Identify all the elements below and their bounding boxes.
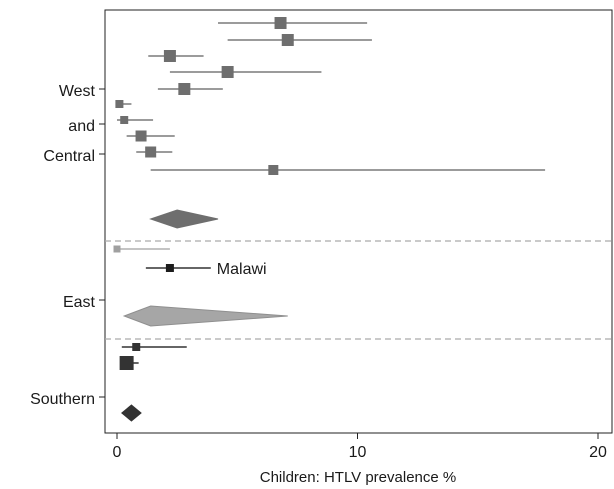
study-annotation-label: Malawi [217, 261, 267, 278]
study-estimate-marker [119, 356, 134, 370]
y-axis: West and Central East Southern [30, 83, 105, 408]
study-estimate-marker [135, 130, 147, 142]
study-estimate-marker [120, 116, 129, 124]
study-estimate-marker [165, 264, 174, 272]
study-estimate-marker [115, 100, 124, 108]
chart-marks: Malawi [105, 17, 612, 422]
region-label: East [63, 294, 96, 311]
study-estimate-marker [132, 343, 141, 351]
region-label: West [59, 83, 96, 100]
study-estimate-marker [281, 34, 294, 46]
pooled-estimate-diamond [122, 305, 288, 327]
x-axis-title: Children: HTLV prevalence % [260, 469, 456, 486]
study-estimate-marker [145, 146, 157, 158]
x-axis: 0 10 20 [113, 433, 607, 461]
pooled-estimate-diamond [121, 404, 142, 422]
x-axis-tick-label: 20 [589, 444, 607, 461]
study-estimate-marker [268, 165, 279, 175]
region-label: Southern [30, 391, 95, 408]
study-estimate-marker [274, 17, 287, 29]
study-estimate-marker [163, 50, 176, 62]
x-axis-tick-label: 0 [113, 444, 122, 461]
study-estimate-marker [221, 66, 234, 78]
plot-frame [104, 9, 613, 434]
study-estimate-marker [113, 245, 121, 253]
region-label: Central [43, 148, 95, 165]
region-label: and [68, 118, 95, 135]
pooled-estimate-diamond [149, 209, 219, 229]
study-estimate-marker [178, 83, 191, 95]
x-axis-tick-label: 10 [349, 444, 367, 461]
